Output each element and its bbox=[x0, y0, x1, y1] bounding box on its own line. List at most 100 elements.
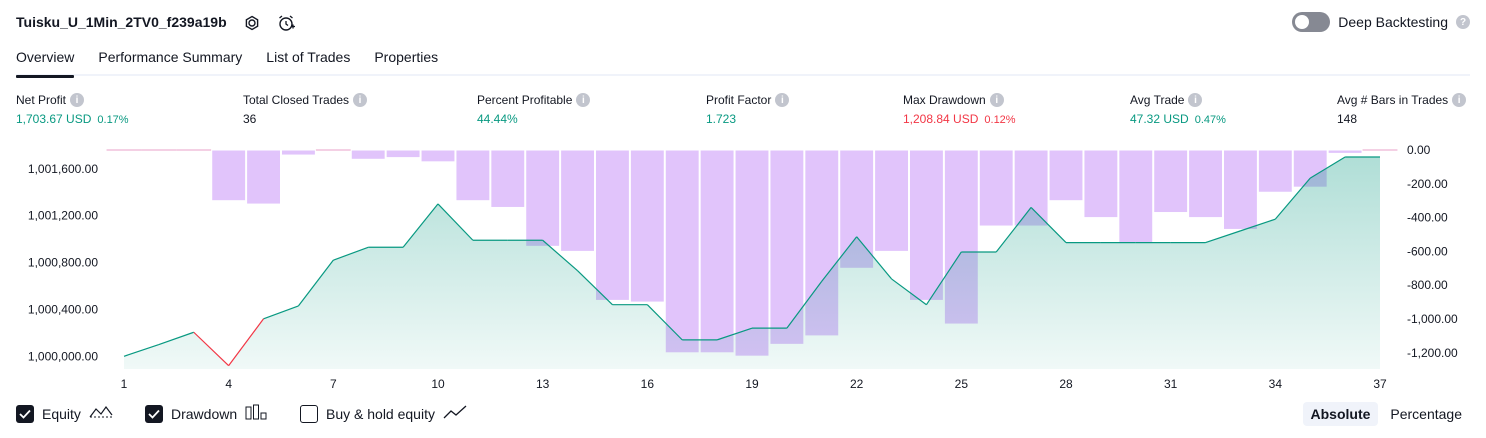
metric-label: Profit Factor bbox=[706, 93, 772, 107]
info-icon[interactable]: i bbox=[775, 93, 790, 107]
equity-line-segment bbox=[158, 331, 194, 346]
x-axis: 1 4 7 10 13 16 19 22 25 28 31 34 37 bbox=[121, 377, 1387, 391]
x-axis-tick-label: 31 bbox=[1164, 377, 1178, 391]
equity-line-segment bbox=[1240, 218, 1276, 232]
x-axis-tick-label: 13 bbox=[536, 377, 550, 391]
strategy-header: Tuisku_U_1Min_2TV0_f239a19b Deep Backtes… bbox=[16, 10, 1470, 38]
info-icon[interactable]: i bbox=[70, 93, 85, 107]
equity-line-segment bbox=[1030, 207, 1067, 244]
add-alert-clock-icon[interactable] bbox=[276, 13, 296, 33]
metric-value: 1,703.67 USD bbox=[16, 112, 92, 126]
drawdown-bar bbox=[629, 149, 665, 303]
checkbox-checked-icon bbox=[145, 404, 163, 423]
equity-line-icon bbox=[89, 404, 113, 423]
metric-label: Net Profit bbox=[16, 93, 67, 107]
deep-backtesting-control: Deep Backtesting ? bbox=[1292, 12, 1470, 32]
left-axis-tick-label: 1,000,800.00 bbox=[28, 256, 98, 270]
drawdown-label: Drawdown bbox=[171, 405, 238, 422]
buy-hold-line-icon bbox=[443, 404, 467, 423]
info-icon[interactable]: i bbox=[1452, 93, 1467, 107]
metric-percent-profitable: Percent Profitable i 44.44% bbox=[477, 93, 591, 126]
metric-value: 36 bbox=[243, 112, 257, 126]
drawdown-bar bbox=[909, 149, 944, 301]
equity-line-segment bbox=[925, 251, 962, 306]
metric-value: 47.32 USD bbox=[1130, 112, 1189, 126]
right-axis-tick-label: -200.00 bbox=[1407, 177, 1448, 191]
equity-line-segment bbox=[123, 343, 160, 357]
equity-drawdown-chart[interactable]: 1,000,000.00 1,000,400.00 1,000,800.00 1,00… bbox=[0, 140, 1486, 395]
drawdown-bar bbox=[211, 149, 247, 202]
drawdown-checkbox[interactable]: Drawdown bbox=[145, 404, 267, 423]
info-icon[interactable]: i bbox=[576, 93, 591, 107]
deep-backtesting-toggle[interactable] bbox=[1292, 12, 1331, 32]
drawdown-bar bbox=[1048, 149, 1084, 202]
drawdown-bar bbox=[420, 149, 456, 163]
metric-label: Max Drawdown bbox=[903, 93, 986, 107]
right-axis: 0.00 -200.00 -400.00 -600.00 -800.00 -1,000.0… bbox=[1407, 143, 1458, 360]
tab-properties[interactable]: Properties bbox=[374, 49, 439, 65]
drawdown-bar bbox=[1223, 149, 1258, 230]
percentage-button[interactable]: Percentage bbox=[1390, 406, 1462, 422]
equity-line-segment bbox=[646, 304, 683, 341]
drawdown-bars-icon bbox=[245, 404, 267, 423]
equity-line-segment bbox=[193, 331, 230, 367]
metric-value: 148 bbox=[1337, 112, 1358, 126]
equity-label: Equity bbox=[42, 405, 81, 422]
equity-series bbox=[123, 156, 1380, 367]
metric-value: 1,208.84 USD bbox=[903, 112, 979, 126]
equity-line-segment bbox=[821, 236, 858, 282]
left-axis-tick-label: 1,001,600.00 bbox=[28, 162, 98, 176]
drawdown-bar bbox=[595, 149, 630, 301]
info-icon[interactable]: i bbox=[353, 93, 368, 107]
drawdown-bar bbox=[281, 149, 316, 156]
buy-hold-equity-checkbox[interactable]: Buy & hold equity bbox=[300, 404, 467, 423]
drawdown-bar bbox=[350, 149, 386, 160]
metric-avg-trade: Avg Trade i 47.32 USD 0.47% bbox=[1130, 93, 1226, 126]
drawdown-bar bbox=[978, 149, 1014, 227]
metrics-row: Net Profit i 1,703.67 USD 0.17% Total Clos… bbox=[16, 93, 1470, 133]
equity-checkbox[interactable]: Equity bbox=[16, 404, 113, 423]
x-axis-tick-label: 28 bbox=[1059, 377, 1073, 391]
info-icon[interactable]: i bbox=[1188, 93, 1203, 107]
left-axis-tick-label: 1,000,000.00 bbox=[28, 349, 98, 363]
drawdown-bar bbox=[874, 149, 909, 252]
drawdown-bar bbox=[1118, 149, 1154, 244]
x-axis-tick-label: 1 bbox=[121, 377, 128, 391]
equity-line-segment bbox=[716, 327, 753, 341]
strategy-title: Tuisku_U_1Min_2TV0_f239a19b bbox=[16, 14, 227, 30]
equity-line-segment bbox=[437, 203, 474, 241]
drawdown-bar bbox=[385, 149, 421, 159]
tab-overview[interactable]: Overview bbox=[16, 46, 75, 78]
settings-gear-icon[interactable] bbox=[242, 13, 262, 33]
left-axis-tick-label: 1,000,400.00 bbox=[28, 302, 98, 316]
x-axis-tick-label: 19 bbox=[745, 377, 759, 391]
question-icon[interactable]: ? bbox=[1456, 15, 1470, 29]
right-axis-tick-label: -400.00 bbox=[1407, 211, 1448, 225]
absolute-button[interactable]: Absolute bbox=[1302, 402, 1379, 426]
chart-legend-footer: Equity Drawdown Buy & hold equity Absolu… bbox=[16, 402, 1470, 428]
equity-line-segment bbox=[297, 259, 334, 307]
drawdown-bar bbox=[699, 149, 735, 354]
right-axis-tick-label: -800.00 bbox=[1407, 278, 1448, 292]
right-axis-tick-label: 0.00 bbox=[1407, 143, 1431, 157]
info-icon[interactable]: i bbox=[989, 93, 1004, 107]
equity-line-segment bbox=[577, 270, 613, 306]
drawdown-bar bbox=[490, 149, 526, 208]
equity-line-segment bbox=[1274, 177, 1311, 220]
right-axis-tick-label: -1,200.00 bbox=[1407, 346, 1458, 360]
metric-profit-factor: Profit Factor i 1.723 bbox=[706, 93, 790, 126]
tab-performance-summary[interactable]: Performance Summary bbox=[98, 49, 243, 65]
metric-avg-bars-in-trades: Avg # Bars in Trades i 148 bbox=[1337, 93, 1467, 126]
drawdown-bar bbox=[246, 149, 282, 205]
left-axis: 1,000,000.00 1,000,400.00 1,000,800.00 1,00… bbox=[28, 162, 98, 364]
x-axis-tick-label: 22 bbox=[850, 377, 864, 391]
equity-line-segment bbox=[1205, 230, 1241, 244]
tab-list-of-trades[interactable]: List of Trades bbox=[266, 49, 351, 65]
metric-label: Total Closed Trades bbox=[243, 93, 350, 107]
metric-total-closed-trades: Total Closed Trades i 36 bbox=[243, 93, 368, 126]
drawdown-bar bbox=[734, 149, 770, 357]
drawdown-bar bbox=[1153, 149, 1189, 214]
equity-line-segment bbox=[228, 318, 265, 367]
drawdown-bar bbox=[455, 149, 491, 202]
deep-backtesting-label: Deep Backtesting bbox=[1338, 14, 1448, 30]
